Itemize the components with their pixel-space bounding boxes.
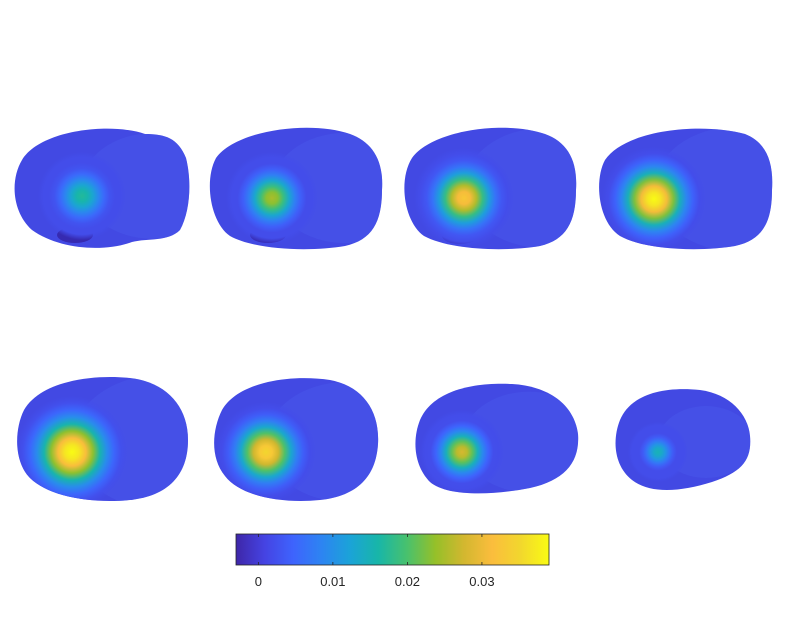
hotspot: [38, 152, 126, 240]
colorbar-frame: [235, 533, 550, 566]
colorbar-tick-label: 0.01: [320, 574, 345, 589]
panel-1: [14, 128, 190, 248]
colorbar-tick-label: 0.03: [469, 574, 494, 589]
panel-4: [599, 128, 773, 250]
panel-7: [415, 383, 579, 494]
panel-6: [214, 378, 379, 501]
hotspot: [216, 402, 316, 501]
colorbar-ticks: 0 0.01 0.02 0.03: [255, 534, 495, 589]
panel-5: [17, 377, 188, 502]
heatmap-panels: [14, 127, 773, 502]
colorbar-tick-label: 0: [255, 574, 262, 589]
colorbar-gradient: [236, 534, 549, 565]
hotspot: [414, 148, 514, 248]
panel-8: [615, 389, 751, 490]
panel-2: [209, 127, 383, 250]
hotspot: [602, 147, 706, 250]
colorbar-tick-label: 0.02: [395, 574, 420, 589]
hotspot: [226, 152, 318, 244]
panel-3: [404, 127, 577, 250]
hotspot: [628, 422, 688, 482]
hotspot: [420, 410, 504, 494]
hotspot: [17, 396, 128, 502]
colorbar: 0 0.01 0.02 0.03: [235, 533, 550, 589]
